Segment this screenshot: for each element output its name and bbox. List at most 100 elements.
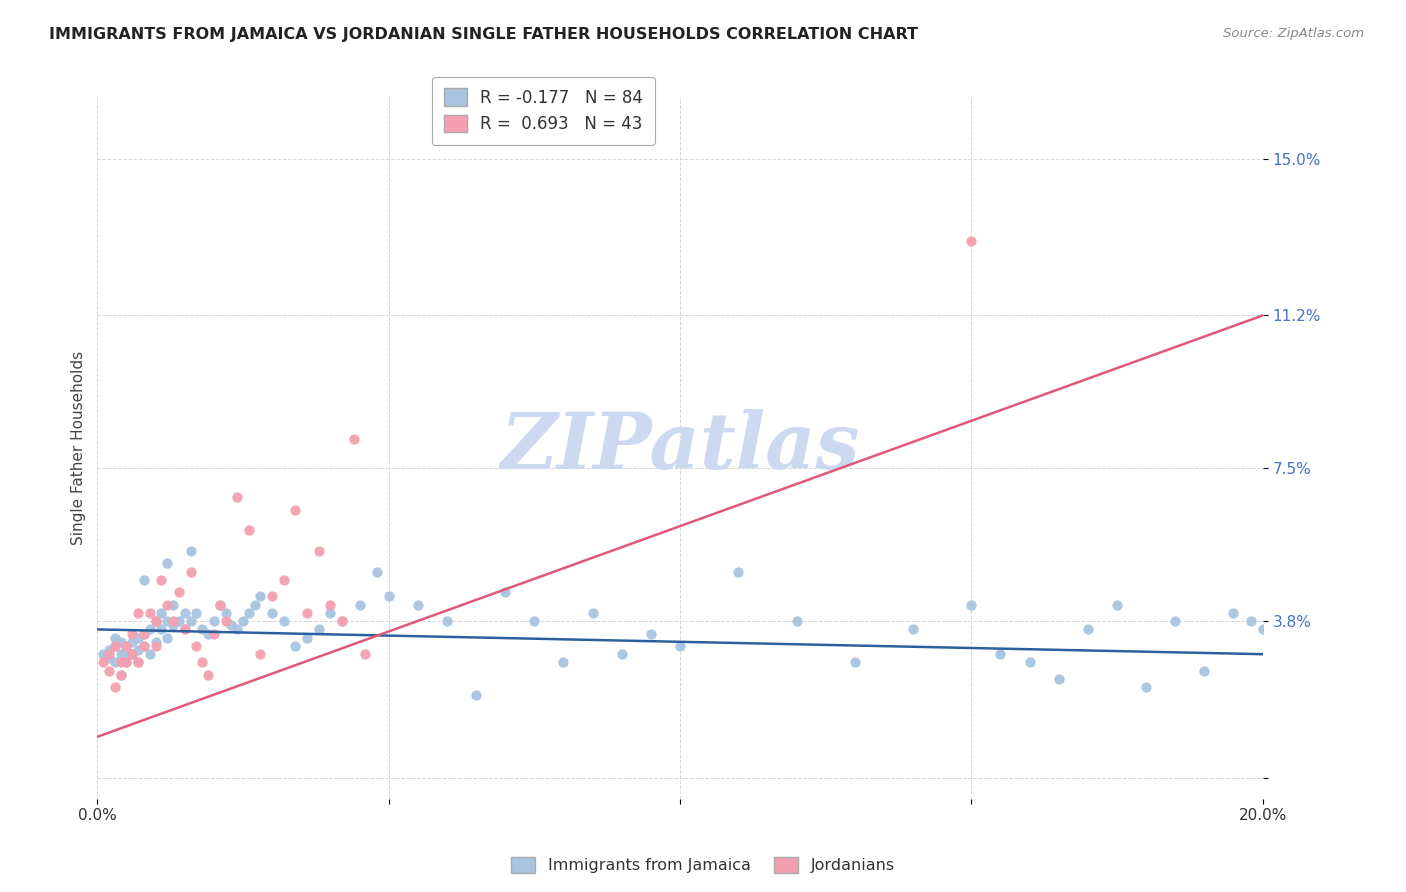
Point — [1105, 598, 1128, 612]
Point — [110, 668, 132, 682]
Text: ZIPatlas: ZIPatlas — [501, 409, 859, 486]
Point — [349, 598, 371, 612]
Text: Source: ZipAtlas.com: Source: ZipAtlas.com — [1223, 27, 1364, 40]
Point — [127, 656, 149, 670]
Point — [262, 606, 284, 620]
Point — [191, 656, 214, 670]
Point — [243, 598, 266, 612]
Point — [98, 643, 121, 657]
Point — [132, 639, 155, 653]
Point — [127, 643, 149, 657]
Point — [366, 565, 388, 579]
Point — [1164, 614, 1187, 628]
Point — [115, 656, 138, 670]
Point — [844, 656, 866, 670]
Point — [104, 680, 127, 694]
Point — [121, 635, 143, 649]
Point — [901, 623, 924, 637]
Point — [127, 606, 149, 620]
Point — [330, 614, 353, 628]
Point — [162, 614, 184, 628]
Point — [238, 606, 260, 620]
Point — [91, 647, 114, 661]
Point — [104, 656, 127, 670]
Point — [1018, 656, 1040, 670]
Point — [115, 643, 138, 657]
Point — [191, 623, 214, 637]
Point — [156, 557, 179, 571]
Point — [494, 585, 516, 599]
Point — [221, 618, 243, 632]
Point — [91, 656, 114, 670]
Point — [284, 502, 307, 516]
Point — [669, 639, 692, 653]
Point — [186, 639, 208, 653]
Point — [150, 606, 173, 620]
Point — [121, 647, 143, 661]
Point — [115, 656, 138, 670]
Point — [156, 598, 179, 612]
Point — [202, 614, 225, 628]
Point — [1194, 664, 1216, 678]
Point — [110, 647, 132, 661]
Point — [1222, 606, 1244, 620]
Point — [150, 573, 173, 587]
Point — [295, 606, 318, 620]
Point — [197, 626, 219, 640]
Legend: R = -0.177   N = 84, R =  0.693   N = 43: R = -0.177 N = 84, R = 0.693 N = 43 — [432, 77, 655, 145]
Point — [960, 598, 983, 612]
Point — [145, 639, 167, 653]
Point — [610, 647, 633, 661]
Point — [121, 626, 143, 640]
Point — [1240, 614, 1263, 628]
Point — [960, 234, 983, 248]
Point — [145, 614, 167, 628]
Point — [214, 606, 236, 620]
Point — [98, 647, 121, 661]
Point — [249, 590, 271, 604]
Point — [180, 544, 202, 558]
Point — [186, 606, 208, 620]
Point — [1047, 672, 1070, 686]
Y-axis label: Single Father Households: Single Father Households — [72, 351, 86, 545]
Point — [249, 647, 271, 661]
Point — [173, 623, 195, 637]
Point — [115, 651, 138, 665]
Point — [786, 614, 808, 628]
Point — [330, 614, 353, 628]
Point — [214, 614, 236, 628]
Point — [104, 639, 127, 653]
Point — [465, 689, 488, 703]
Point — [110, 668, 132, 682]
Point — [1251, 623, 1274, 637]
Point — [139, 623, 162, 637]
Point — [226, 623, 249, 637]
Point — [127, 656, 149, 670]
Point — [295, 631, 318, 645]
Point — [262, 590, 284, 604]
Point — [145, 635, 167, 649]
Point — [180, 614, 202, 628]
Point — [162, 618, 184, 632]
Legend: Immigrants from Jamaica, Jordanians: Immigrants from Jamaica, Jordanians — [505, 850, 901, 880]
Point — [104, 639, 127, 653]
Point — [232, 614, 254, 628]
Point — [98, 651, 121, 665]
Point — [132, 639, 155, 653]
Point — [180, 565, 202, 579]
Point — [132, 573, 155, 587]
Point — [1135, 680, 1157, 694]
Point — [406, 598, 429, 612]
Point — [162, 598, 184, 612]
Point — [581, 606, 603, 620]
Point — [640, 626, 662, 640]
Text: IMMIGRANTS FROM JAMAICA VS JORDANIAN SINGLE FATHER HOUSEHOLDS CORRELATION CHART: IMMIGRANTS FROM JAMAICA VS JORDANIAN SIN… — [49, 27, 918, 42]
Point — [139, 606, 162, 620]
Point — [145, 614, 167, 628]
Point — [197, 668, 219, 682]
Point — [167, 614, 190, 628]
Point — [1077, 623, 1099, 637]
Point — [273, 573, 295, 587]
Point — [208, 598, 231, 612]
Point — [523, 614, 546, 628]
